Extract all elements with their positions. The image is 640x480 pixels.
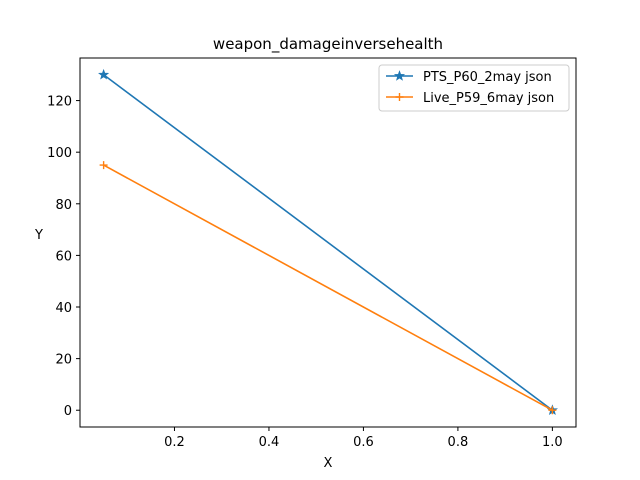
y-tick-label: 100 (47, 146, 72, 161)
x-tick-label: 0.4 (259, 435, 280, 450)
legend-label-0: PTS_P60_2may json (423, 70, 552, 85)
y-tick-label: 120 (47, 95, 72, 110)
y-axis-label: Y (34, 228, 43, 243)
legend-box (378, 64, 570, 112)
data-point-marker (548, 406, 557, 415)
plot-frame (79, 57, 577, 428)
y-tick-label: 0 (64, 404, 72, 419)
legend-marker-0 (393, 70, 406, 81)
series-line-1 (103, 164, 553, 411)
x-tick-label: 0.8 (448, 435, 469, 450)
data-point-marker (98, 68, 110, 80)
series-line-0 (103, 74, 553, 411)
x-tick-label: 0.2 (164, 435, 185, 450)
x-axis-label: X (324, 456, 333, 471)
y-tick-label: 60 (55, 249, 72, 264)
y-tick-label: 80 (55, 198, 72, 213)
x-tick-label: 1.0 (542, 435, 563, 450)
y-tick-label: 40 (55, 301, 72, 316)
data-point-marker (99, 161, 108, 170)
legend-marker-1 (395, 93, 404, 101)
chart-title: weapon_damageinversehealth (213, 35, 443, 54)
legend-label-1: Live_P59_6may json (423, 91, 554, 106)
y-tick-label: 20 (55, 353, 72, 368)
x-tick-label: 0.6 (353, 435, 374, 450)
